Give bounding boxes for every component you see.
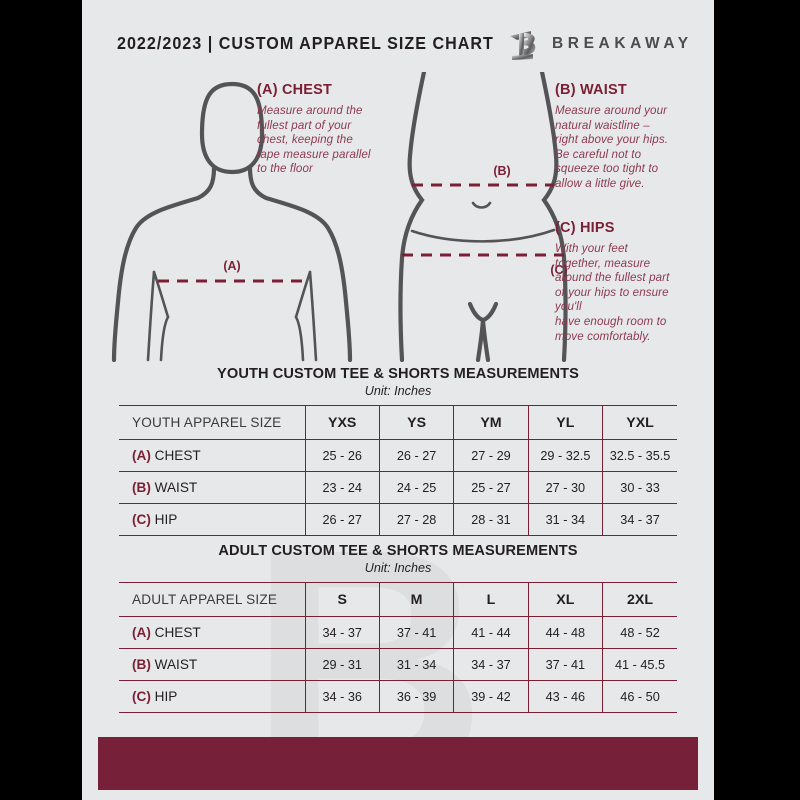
youth-r0-c2: 27 - 29 [453,439,529,472]
callout-waist-heading: (B) WAIST [555,82,627,98]
row-label: HIP [154,512,178,527]
adult-r2-c1: 36 - 39 [379,680,455,713]
youth-r0-c0: 25 - 26 [305,439,380,472]
adult-header-label: ADULT APPAREL SIZE [119,582,306,617]
youth-table-unit: Unit: Inches [364,384,432,398]
adult-row-0-label: (A) CHEST [119,616,306,649]
adult-row-1-label: (B) WAIST [119,648,306,681]
row-label: CHEST [154,625,201,640]
page-header: 2022/2023 | CUSTOM APPAREL SIZE CHART BR… [82,30,714,62]
measurement-diagrams: (A) (B) [82,72,714,362]
adult-r0-c0: 34 - 37 [305,616,380,649]
table-header-row: YOUTH APPAREL SIZE YXS YS YM YL YXL [119,405,677,440]
youth-r1-c0: 23 - 24 [305,471,380,504]
callout-chest-heading: (A) CHEST [257,82,333,98]
table-row: (B) WAIST 23 - 24 24 - 25 25 - 27 27 - 3… [119,471,677,504]
row-label: CHEST [154,448,201,463]
youth-r2-c2: 28 - 31 [453,503,529,536]
youth-size-table: YOUTH APPAREL SIZE YXS YS YM YL YXL (A) … [119,405,677,536]
youth-r1-c1: 24 - 25 [379,471,455,504]
row-marker: (B) [132,480,151,495]
adult-r2-c3: 43 - 46 [528,680,604,713]
adult-size-table-block: ADULT CUSTOM TEE & SHORTS MEASUREMENTS U… [82,543,714,713]
callout-waist-body: Measure around your natural waistline – … [555,104,669,190]
youth-r0-c4: 32.5 - 35.5 [602,439,677,472]
adult-r1-c2: 34 - 37 [453,648,529,681]
youth-row-0-label: (A) CHEST [119,439,306,472]
youth-r1-c2: 25 - 27 [453,471,529,504]
row-label: HIP [154,689,178,704]
adult-r1-c4: 41 - 45.5 [602,648,677,681]
chest-marker-label: (A) [223,259,240,273]
adult-size-table: ADULT APPAREL SIZE S M L XL 2XL (A) CHES… [119,582,677,713]
youth-row-2-label: (C) HIP [119,503,306,536]
callout-hips-body: With your feet together, measure around … [555,242,670,343]
torso-figure-diagram: (A) [111,81,353,362]
adult-r0-c1: 37 - 41 [379,616,455,649]
youth-row-1-label: (B) WAIST [119,471,306,504]
adult-r2-c0: 34 - 36 [305,680,380,713]
youth-size-col-1: YS [379,405,455,440]
adult-r2-c4: 46 - 50 [602,680,677,713]
callout-chest: (A) CHEST Measure around the fullest par… [257,82,417,177]
table-row: (C) HIP 26 - 27 27 - 28 28 - 31 31 - 34 … [119,503,677,536]
adult-r1-c1: 31 - 34 [379,648,455,681]
table-row: (A) CHEST 25 - 26 26 - 27 27 - 29 29 - 3… [119,439,677,472]
adult-table-unit: Unit: Inches [364,561,432,575]
youth-r2-c3: 31 - 34 [528,503,604,536]
adult-r0-c2: 41 - 44 [453,616,529,649]
callout-chest-body: Measure around the fullest part of your … [257,104,371,176]
adult-size-col-4: 2XL [602,582,677,617]
adult-r0-c4: 48 - 52 [602,616,677,649]
callout-waist: (B) WAIST Measure around your natural wa… [555,82,705,192]
adult-size-col-2: L [453,582,529,617]
row-label: WAIST [154,657,198,672]
youth-table-title: YOUTH CUSTOM TEE & SHORTS MEASUREMENTS [217,366,579,382]
youth-r1-c4: 30 - 33 [602,471,677,504]
brand-name: BREAKAWAY [552,35,693,52]
adult-table-title: ADULT CUSTOM TEE & SHORTS MEASUREMENTS [218,543,578,559]
adult-size-col-3: XL [528,582,604,617]
youth-size-col-3: YL [528,405,604,440]
row-marker: (C) [132,689,151,704]
adult-size-col-0: S [305,582,380,617]
table-header-row: ADULT APPAREL SIZE S M L XL 2XL [119,582,677,617]
youth-size-col-0: YXS [305,405,380,440]
size-chart-page: B 2022/2023 | CUSTOM APPAREL SIZE CHART … [82,0,714,800]
breakaway-b-logo-icon [510,31,536,60]
youth-size-table-block: YOUTH CUSTOM TEE & SHORTS MEASUREMENTS U… [82,366,714,536]
table-row: (C) HIP 34 - 36 36 - 39 39 - 42 43 - 46 … [119,680,677,713]
youth-r2-c0: 26 - 27 [305,503,380,536]
adult-r1-c3: 37 - 41 [528,648,604,681]
youth-r1-c3: 27 - 30 [528,471,604,504]
row-marker: (A) [132,625,151,640]
table-row: (B) WAIST 29 - 31 31 - 34 34 - 37 37 - 4… [119,648,677,681]
table-row: (A) CHEST 34 - 37 37 - 41 41 - 44 44 - 4… [119,616,677,649]
youth-size-col-2: YM [453,405,529,440]
youth-size-col-4: YXL [602,405,677,440]
waist-marker-label: (B) [493,164,510,178]
youth-header-label: YOUTH APPAREL SIZE [119,405,306,440]
row-marker: (C) [132,512,151,527]
youth-r0-c3: 29 - 32.5 [528,439,604,472]
adult-r2-c2: 39 - 42 [453,680,529,713]
row-marker: (B) [132,657,151,672]
row-marker: (A) [132,448,151,463]
youth-r2-c4: 34 - 37 [602,503,677,536]
callout-hips-heading: (C) HIPS [555,220,615,236]
adult-r1-c0: 29 - 31 [305,648,380,681]
adult-size-col-1: M [379,582,455,617]
hips-marker-label: (C) [550,263,567,277]
youth-r2-c1: 27 - 28 [379,503,455,536]
row-label: WAIST [154,480,198,495]
adult-row-2-label: (C) HIP [119,680,306,713]
footer-bar [98,737,698,790]
callout-hips: (C) HIPS With your feet together, measur… [555,220,707,344]
youth-r0-c1: 26 - 27 [379,439,455,472]
page-title: 2022/2023 | CUSTOM APPAREL SIZE CHART [117,33,494,53]
adult-r0-c3: 44 - 48 [528,616,604,649]
hips-figure-diagram: (B) (C) [398,72,568,362]
